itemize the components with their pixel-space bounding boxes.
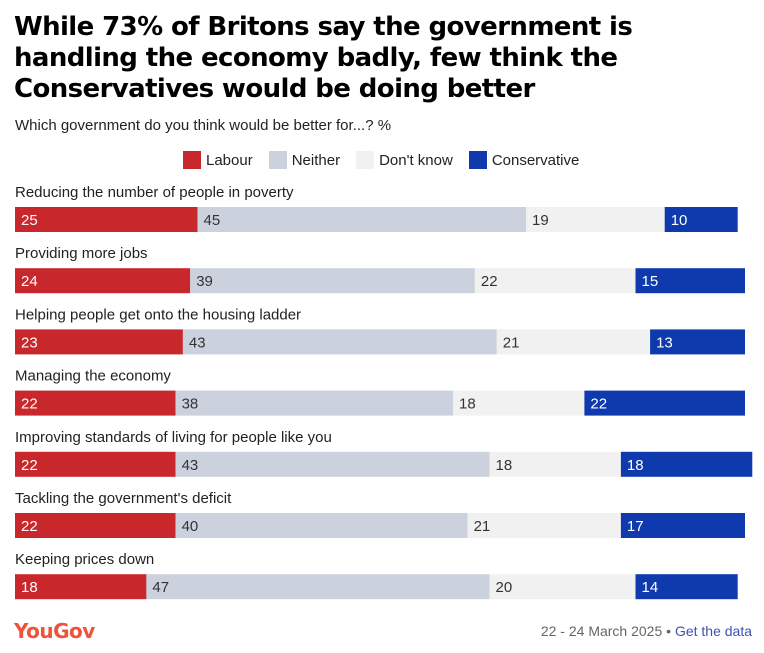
data-label-neither: 38 [182,396,199,413]
bar-conservative [620,451,753,477]
bar-conservative [635,268,745,294]
legend-label-neither: Neither [291,151,341,169]
legend: Labour Neither Don't know Conservative [183,151,595,169]
bar-conservative [584,390,745,416]
data-label-neither: 43 [182,457,199,474]
bar-neither [182,329,497,355]
data-label-neither: 40 [182,518,199,535]
category-label: Keeping prices down [15,551,154,568]
legend-swatch-dont-know [356,151,375,169]
category-label: Tackling the government's deficit [15,490,232,507]
footer-separator: • [666,623,672,639]
data-label-conservative: 10 [671,212,688,229]
legend-label-dont-know: Don't know [379,151,453,169]
data-label-don-t-know: 21 [474,518,491,535]
data-label-labour: 23 [21,334,38,351]
legend-label-conservative: Conservative [491,151,580,169]
data-label-conservative: 18 [627,457,644,474]
data-label-conservative: 15 [642,273,659,290]
footer-info: 22 - 24 March 2025 • Get the data [541,623,752,639]
bar-don-t-know [526,207,665,232]
survey-date: 22 - 24 March 2025 [540,623,663,639]
bar-don-t-know [489,451,621,477]
data-label-don-t-know: 22 [481,273,498,290]
bar-labour [15,207,198,232]
bar-don-t-know [496,329,651,355]
yougov-logo: YouGov [14,619,95,643]
bar-neither [190,268,475,294]
legend-item-labour: Labour [183,151,253,169]
stacked-bar-chart: Reducing the number of people in poverty… [15,184,753,600]
legend-label-labour: Labour [206,151,253,169]
data-label-don-t-know: 20 [496,579,513,596]
bar-labour [15,513,176,538]
bar-labour [15,390,176,416]
data-label-conservative: 17 [627,518,644,535]
bar-labour [15,574,147,600]
bar-conservative [620,513,745,538]
data-label-conservative: 22 [590,396,607,413]
bar-don-t-know [467,513,621,538]
data-label-labour: 22 [21,518,38,535]
data-label-don-t-know: 18 [496,457,513,474]
bar-labour [15,329,183,355]
data-label-conservative: 13 [656,334,673,351]
category-label: Providing more jobs [15,245,148,262]
category-label: Reducing the number of people in poverty [15,184,294,201]
bar-labour [15,451,176,477]
category-label: Improving standards of living for people… [15,429,332,446]
bar-neither [175,451,490,477]
bar-neither [175,513,468,538]
legend-swatch-conservative [468,151,487,169]
category-label: Managing the economy [15,368,171,385]
data-label-conservative: 14 [642,579,659,596]
bar-conservative [635,574,738,600]
bar-conservative [664,207,738,232]
data-label-don-t-know: 21 [503,334,520,351]
data-label-labour: 25 [21,212,38,229]
get-the-data-link[interactable]: Get the data [674,623,752,639]
legend-item-conservative: Conservative [468,151,580,169]
bar-don-t-know [453,390,585,416]
bar-neither [197,207,526,232]
data-label-neither: 39 [196,273,213,290]
data-label-neither: 45 [204,212,221,229]
bar-conservative [650,329,745,355]
data-label-labour: 22 [21,457,38,474]
data-label-don-t-know: 19 [532,212,549,229]
data-label-don-t-know: 18 [459,396,476,413]
chart-subtitle: Which government do you think would be b… [15,117,392,134]
data-label-neither: 43 [189,334,206,351]
legend-swatch-labour [183,151,201,169]
legend-item-dont-know: Don't know [356,151,453,169]
bar-labour [15,268,191,294]
data-label-labour: 22 [21,396,38,413]
data-label-labour: 18 [21,579,38,596]
data-label-neither: 47 [152,579,169,596]
data-label-labour: 24 [21,273,38,290]
bar-don-t-know [489,574,636,600]
bar-neither [175,390,453,416]
legend-swatch-neither [268,151,287,169]
category-label: Helping people get onto the housing ladd… [15,306,301,323]
legend-item-neither: Neither [268,151,341,169]
chart-title: While 73% of Britons say the government … [14,12,633,104]
bar-don-t-know [474,268,636,294]
bar-neither [146,574,490,600]
